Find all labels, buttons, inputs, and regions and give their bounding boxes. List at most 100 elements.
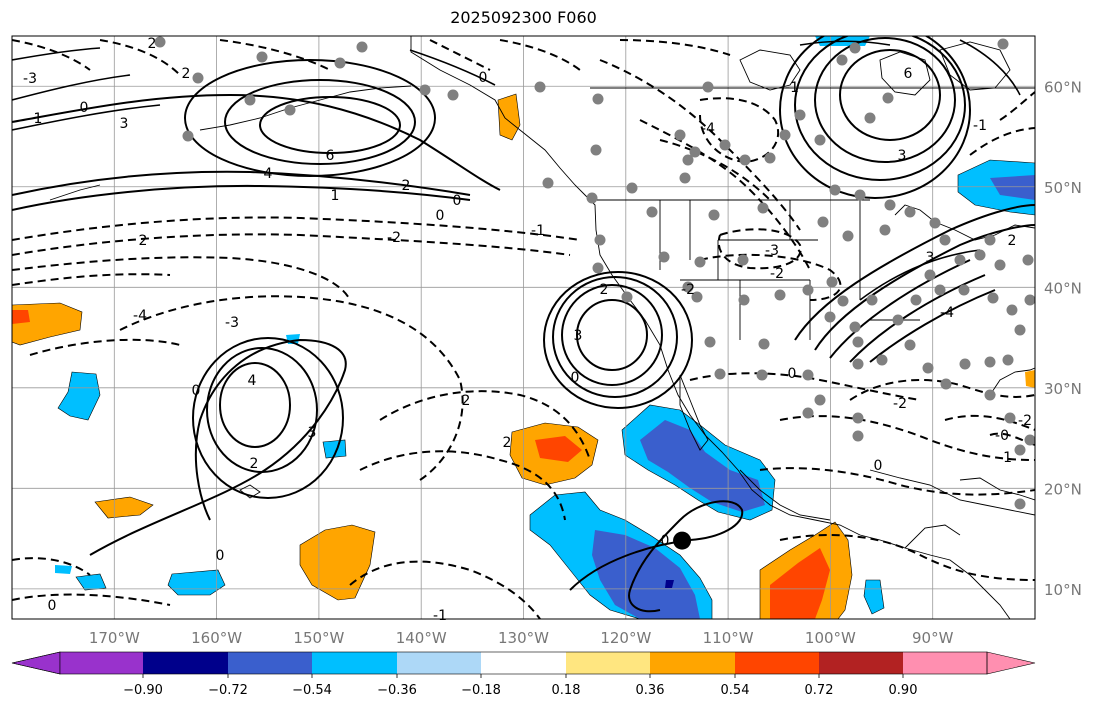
- significance-dot: [154, 36, 166, 48]
- shade-cyan-se: [863, 579, 885, 615]
- significance-dot: [182, 130, 194, 142]
- contour-label: 6: [326, 148, 335, 164]
- significance-dot: [852, 358, 864, 370]
- contour-label: -4: [701, 121, 715, 137]
- contour-label: -1: [785, 80, 799, 96]
- contour-label: -2: [770, 266, 784, 282]
- colorbar-tick-label: 0.54: [721, 683, 750, 698]
- significance-dot: [356, 41, 368, 53]
- colorbar-extend-max: [986, 651, 1036, 675]
- significance-dot: [1024, 434, 1035, 446]
- contour-label: 2: [182, 66, 191, 82]
- significance-dot: [904, 339, 916, 351]
- lon-tick-label: 110°W: [703, 629, 754, 647]
- significance-dot: [864, 112, 876, 124]
- shade-dark-south: [665, 580, 674, 588]
- colorbar-tick-label: −0.72: [208, 683, 248, 698]
- contour-label: 4: [264, 166, 273, 182]
- significance-dot: [704, 336, 716, 348]
- colorbar-box: [397, 652, 481, 674]
- significance-dot: [852, 336, 864, 348]
- significance-dot: [954, 254, 966, 266]
- significance-dot: [682, 154, 694, 166]
- colorbar-box: [735, 652, 819, 674]
- contour-label: -1: [433, 608, 447, 624]
- lon-tick-label: 120°W: [600, 629, 651, 647]
- contour-label: 0: [874, 458, 883, 474]
- significance-dot: [702, 81, 714, 93]
- significance-dot: [714, 368, 726, 380]
- significance-dot: [1014, 498, 1026, 510]
- significance-dot: [708, 209, 720, 221]
- significance-dot: [674, 129, 686, 141]
- lon-tick-label: 150°W: [293, 629, 344, 647]
- contour-label: -2: [387, 230, 401, 246]
- contour-label: -2: [1018, 413, 1032, 429]
- lon-tick-label: 100°W: [805, 629, 856, 647]
- significance-dot: [884, 199, 896, 211]
- significance-dot: [779, 129, 791, 141]
- significance-dot: [826, 276, 838, 288]
- significance-dot: [586, 192, 598, 204]
- colorbar-frame: [59, 651, 988, 675]
- significance-dot: [842, 230, 854, 242]
- significance-dot: [882, 92, 894, 104]
- contour-label: -3: [23, 71, 37, 87]
- colorbar-box: [819, 652, 903, 674]
- significance-dot: [984, 356, 996, 368]
- colorbar-extend-min: [11, 651, 61, 675]
- significance-dot: [1006, 304, 1018, 316]
- significance-dot: [997, 38, 1009, 50]
- latitude-labels: 60°N 50°N 40°N 30°N 20°N 10°N: [1044, 78, 1082, 599]
- lat-tick-label: 30°N: [1044, 380, 1082, 398]
- contour-label: 0: [788, 366, 797, 382]
- colorbar-tick-label: −0.36: [377, 683, 417, 698]
- significance-dot: [626, 182, 638, 194]
- significance-dot: [817, 216, 829, 228]
- longitude-labels: 170°W 160°W 150°W 140°W 130°W 120°W 110°W 100°W…: [89, 629, 954, 647]
- contour-label: 4: [248, 373, 257, 389]
- contour-label: 2: [250, 456, 259, 472]
- contour-label: -0: [995, 428, 1009, 444]
- significance-dot: [689, 146, 701, 158]
- lon-tick-label: 130°W: [498, 629, 549, 647]
- significance-dot: [256, 51, 268, 63]
- significance-dot: [774, 289, 786, 301]
- contour-label: 2: [462, 393, 471, 409]
- contour-label: 0: [479, 70, 488, 86]
- significance-dot: [738, 294, 750, 306]
- contour-label: 3: [926, 250, 935, 266]
- significance-dot: [682, 281, 694, 293]
- significance-dot: [824, 311, 836, 323]
- significance-dot: [691, 291, 703, 303]
- significance-dot: [1004, 412, 1016, 424]
- significance-dot: [719, 139, 731, 151]
- colorbar-box: [650, 652, 735, 674]
- significance-dot: [1024, 294, 1035, 306]
- significance-dot: [866, 294, 878, 306]
- significance-dot: [802, 369, 814, 381]
- contour-label: 0: [571, 370, 580, 386]
- significance-dot: [852, 430, 864, 442]
- significance-dot: [1014, 324, 1026, 336]
- significance-dot: [284, 104, 296, 116]
- contour-label: 0: [436, 208, 445, 224]
- significance-dot: [592, 93, 604, 105]
- significance-dot: [694, 256, 706, 268]
- shade-orange-alaska: [497, 93, 521, 141]
- significance-dot: [987, 292, 999, 304]
- colorbar-tick-label: 0.72: [805, 683, 834, 698]
- colorbar-box: [312, 652, 397, 674]
- significance-dot: [904, 206, 916, 218]
- lon-tick-label: 90°W: [912, 629, 954, 647]
- colorbar-box: [566, 652, 650, 674]
- contour-label: 3: [308, 425, 317, 441]
- contour-label: -3: [225, 315, 239, 331]
- significance-dot: [802, 284, 814, 296]
- contour-label: 1: [34, 111, 43, 127]
- significance-dot: [646, 206, 658, 218]
- significance-dot: [836, 54, 848, 66]
- shade-blue-east: [990, 175, 1035, 200]
- contour-label: 0: [216, 548, 225, 564]
- significance-dot: [829, 184, 841, 196]
